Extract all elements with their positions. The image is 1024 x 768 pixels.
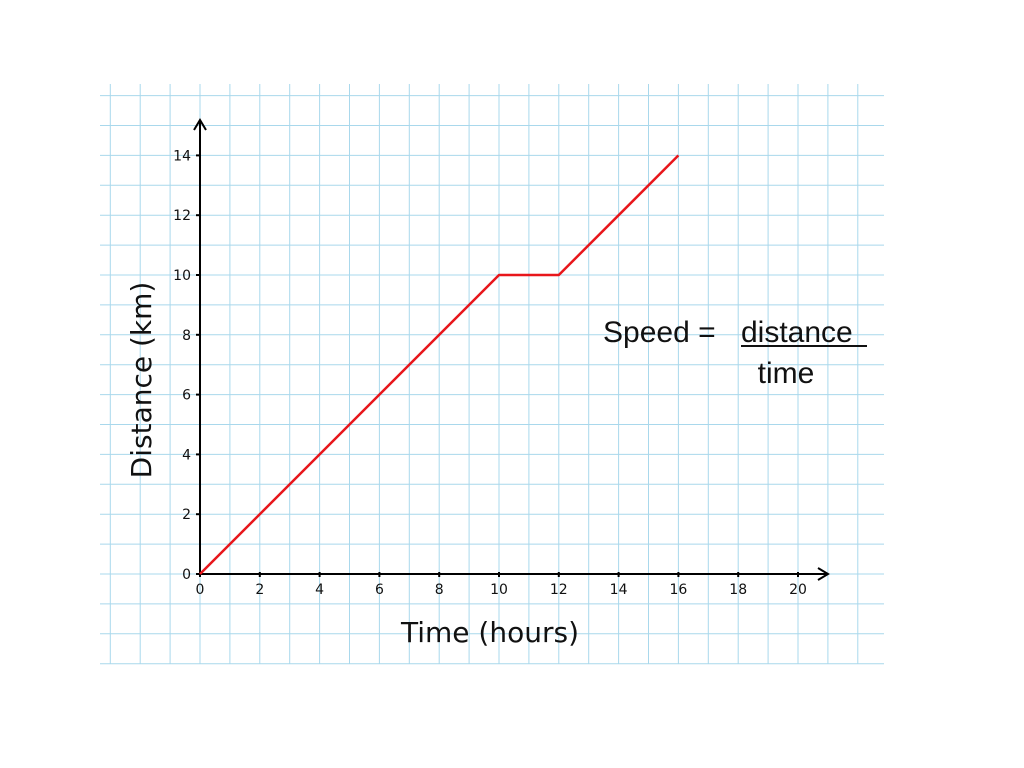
y-axis-title: Distance (km) [125,282,158,479]
x-axis-title: Time (hours) [400,616,579,649]
y-tick-label: 8 [182,328,191,344]
x-axis-arrow [817,567,830,581]
x-tick-label: 0 [196,582,205,598]
x-tick-label: 16 [669,582,687,598]
y-tick-label: 6 [182,388,191,404]
x-tick-label: 14 [610,582,628,598]
y-axis-ticks: 0 2 4 6 8 10 12 14 [173,148,201,583]
formula-lhs: Speed = [603,316,716,349]
x-tick-label: 8 [435,582,444,598]
series-group [199,154,680,575]
y-tick-label: 14 [173,148,191,164]
x-tick-label: 10 [490,582,508,598]
x-tick-label: 12 [550,582,568,598]
distance-time-line [199,154,680,575]
graph-paper-grid [100,84,884,665]
y-tick-label: 0 [182,567,191,583]
y-tick-label: 10 [173,268,191,284]
y-axis-arrow [193,118,207,131]
formula-denominator: time [758,357,815,390]
x-tick-label: 20 [789,582,807,598]
formula-numerator: distance [741,316,853,349]
x-tick-label: 6 [375,582,384,598]
axes [193,118,830,581]
y-tick-label: 12 [173,208,191,224]
speed-formula: Speed = distance time [603,316,867,390]
y-tick-label: 4 [182,447,191,463]
y-tick-label: 2 [182,507,191,523]
x-tick-label: 4 [315,582,324,598]
x-tick-label: 2 [255,582,264,598]
x-axis-ticks: 0 2 4 6 8 10 12 14 16 18 20 [196,572,807,598]
x-tick-label: 18 [729,582,747,598]
